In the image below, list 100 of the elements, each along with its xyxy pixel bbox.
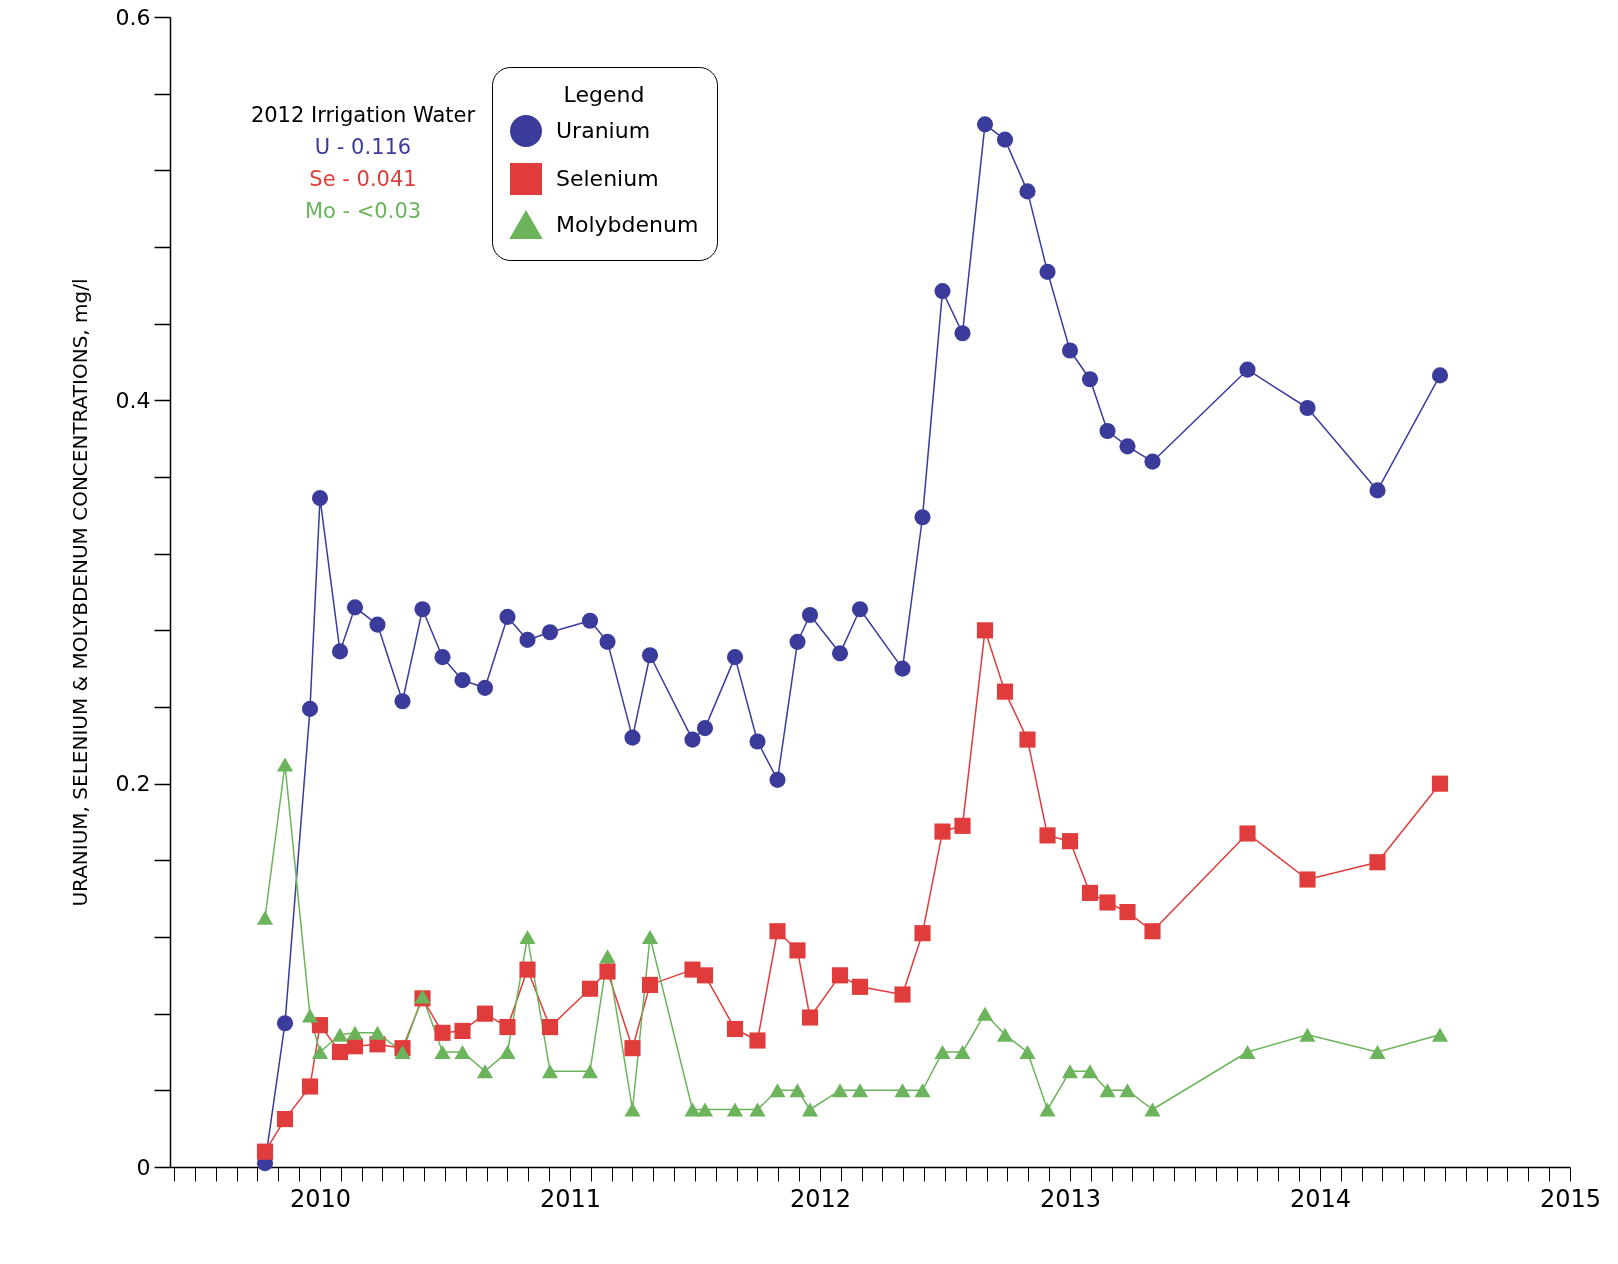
point xyxy=(414,601,431,618)
x-tick-label: 2015 xyxy=(1539,1184,1602,1213)
point xyxy=(789,633,806,650)
point xyxy=(541,624,559,641)
point xyxy=(434,1024,451,1041)
point xyxy=(894,986,911,1003)
point xyxy=(684,731,701,748)
point xyxy=(831,645,849,662)
point xyxy=(851,1083,869,1098)
point xyxy=(331,1027,349,1042)
point xyxy=(454,672,471,689)
point xyxy=(331,643,349,660)
point xyxy=(1369,482,1386,499)
point xyxy=(789,1083,806,1098)
point xyxy=(1081,1064,1099,1079)
point xyxy=(1144,923,1161,940)
point xyxy=(1061,342,1079,359)
point xyxy=(541,1064,559,1079)
point xyxy=(1299,1027,1316,1042)
point xyxy=(1431,775,1449,792)
point xyxy=(581,980,599,997)
point xyxy=(256,1143,274,1160)
point xyxy=(641,930,659,944)
point xyxy=(1081,884,1099,901)
point xyxy=(276,757,294,772)
y-tick-label: 0 xyxy=(136,1154,151,1180)
point xyxy=(831,967,849,984)
point xyxy=(726,1102,744,1117)
point xyxy=(1099,894,1116,911)
point xyxy=(976,1006,994,1021)
point xyxy=(1369,1045,1386,1059)
annotation: U - 0.116 xyxy=(314,135,412,159)
point xyxy=(1061,833,1079,850)
point xyxy=(641,647,659,664)
point xyxy=(1239,361,1256,378)
point xyxy=(394,1045,411,1059)
point xyxy=(434,649,451,666)
point xyxy=(581,612,599,629)
point xyxy=(1144,1102,1161,1117)
point xyxy=(301,700,319,717)
point xyxy=(749,733,766,750)
point xyxy=(749,1032,766,1049)
point xyxy=(276,1015,294,1032)
point xyxy=(851,601,869,618)
point xyxy=(394,693,411,710)
point xyxy=(1431,367,1449,384)
point xyxy=(934,1045,951,1059)
point xyxy=(1039,1102,1056,1117)
legend-label: Selenium xyxy=(556,166,659,191)
point xyxy=(749,1102,766,1117)
point xyxy=(996,131,1014,148)
y-tick-label: 0.4 xyxy=(115,387,151,413)
point xyxy=(996,683,1014,700)
point xyxy=(256,910,274,925)
point xyxy=(1039,263,1056,280)
point xyxy=(519,631,536,648)
point xyxy=(914,925,931,942)
point xyxy=(934,283,951,300)
point xyxy=(624,729,641,746)
point xyxy=(346,1025,364,1040)
point xyxy=(1099,422,1116,440)
point xyxy=(499,1045,516,1059)
point xyxy=(1239,1045,1256,1059)
x-tick-label: 2014 xyxy=(1289,1184,1352,1213)
point xyxy=(954,817,971,834)
point xyxy=(1119,1083,1136,1098)
point xyxy=(1144,453,1161,470)
y-tick-label: 0.2 xyxy=(115,771,151,797)
point xyxy=(301,1008,319,1023)
point xyxy=(641,976,659,993)
point xyxy=(1019,183,1036,200)
point xyxy=(801,1009,819,1026)
point xyxy=(1299,871,1316,888)
point xyxy=(434,1045,451,1059)
point xyxy=(1239,825,1256,842)
y-tick-label: 0.6 xyxy=(115,4,151,30)
point xyxy=(311,490,329,507)
annotation: 2012 Irrigation Water xyxy=(250,103,476,127)
point xyxy=(599,633,616,650)
point xyxy=(914,1083,931,1098)
point xyxy=(894,1083,911,1098)
point xyxy=(301,1078,319,1095)
point xyxy=(519,930,536,944)
point xyxy=(726,1020,744,1038)
point xyxy=(696,1102,714,1117)
point xyxy=(769,923,786,940)
point xyxy=(346,599,364,616)
point xyxy=(996,1027,1014,1042)
point xyxy=(311,1017,329,1034)
point xyxy=(851,978,869,995)
point xyxy=(801,606,819,624)
point xyxy=(499,1019,516,1036)
legend-title: Legend xyxy=(563,82,645,107)
point xyxy=(696,720,714,737)
point xyxy=(894,660,911,677)
point xyxy=(1299,399,1316,417)
point xyxy=(1019,731,1036,748)
legend-label: Uranium xyxy=(556,118,651,143)
x-tick-label: 2012 xyxy=(789,1184,852,1213)
x-tick-label: 2010 xyxy=(289,1184,352,1213)
